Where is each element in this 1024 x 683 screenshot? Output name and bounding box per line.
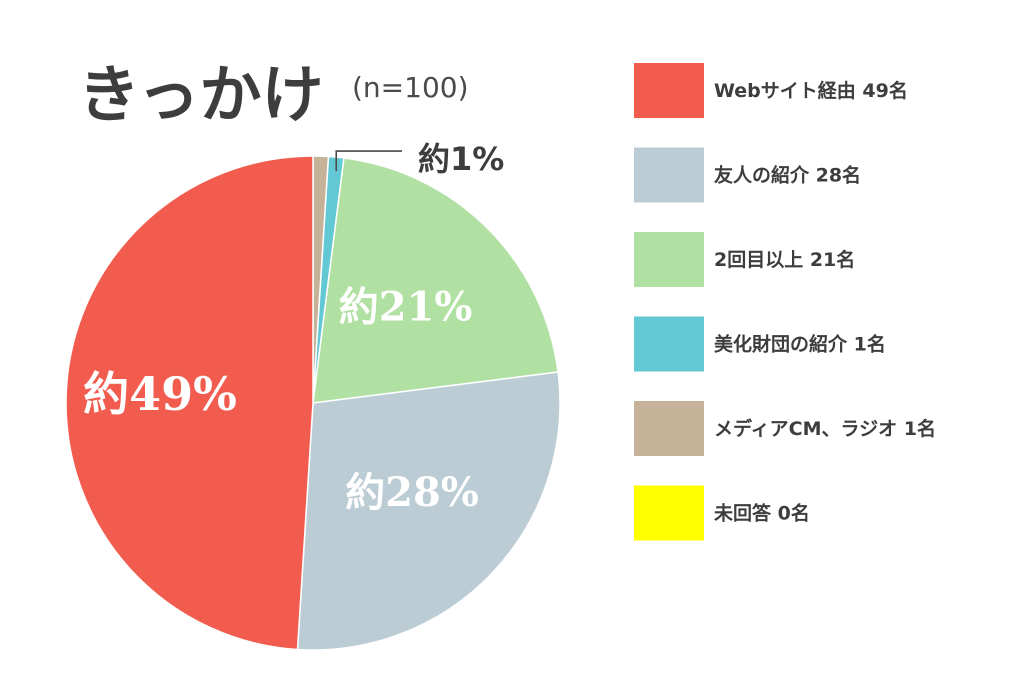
- leader-lines: 約1%: [335, 140, 504, 178]
- slice-labels: 約49% 約28% 約21%: [83, 283, 479, 516]
- chart-subtitle: (n=100): [352, 71, 469, 104]
- slice-data-label: 約1%: [418, 140, 504, 178]
- slice-data-label: 約49%: [83, 367, 237, 421]
- pie-slice: [312, 157, 559, 404]
- pie-slices: [65, 155, 561, 651]
- leader-line: [335, 150, 402, 172]
- legend-label: メディアCM、ラジオ 1名: [714, 417, 936, 440]
- legend-label: 美化財団の紹介 1名: [714, 333, 886, 356]
- slice-data-label: 約28%: [345, 469, 479, 516]
- legend-swatch: [634, 401, 704, 456]
- legend-swatch: [634, 147, 704, 203]
- legend-label: 未回答 0名: [713, 502, 810, 525]
- legend-label: 友人の紹介 28名: [714, 164, 861, 187]
- legend-swatch: [634, 316, 704, 372]
- pie-slice: [296, 371, 561, 651]
- legend-label: Webサイト経由 49名: [714, 79, 908, 102]
- legend-label: 2回目以上 21名: [714, 248, 855, 271]
- legend-swatch: [634, 232, 704, 287]
- slice-data-label: 約21%: [339, 283, 473, 330]
- legend-swatch: [634, 485, 704, 541]
- pie-slice: [65, 155, 314, 651]
- legend-swatch: [634, 63, 704, 118]
- chart-title: きっかけ: [78, 58, 324, 131]
